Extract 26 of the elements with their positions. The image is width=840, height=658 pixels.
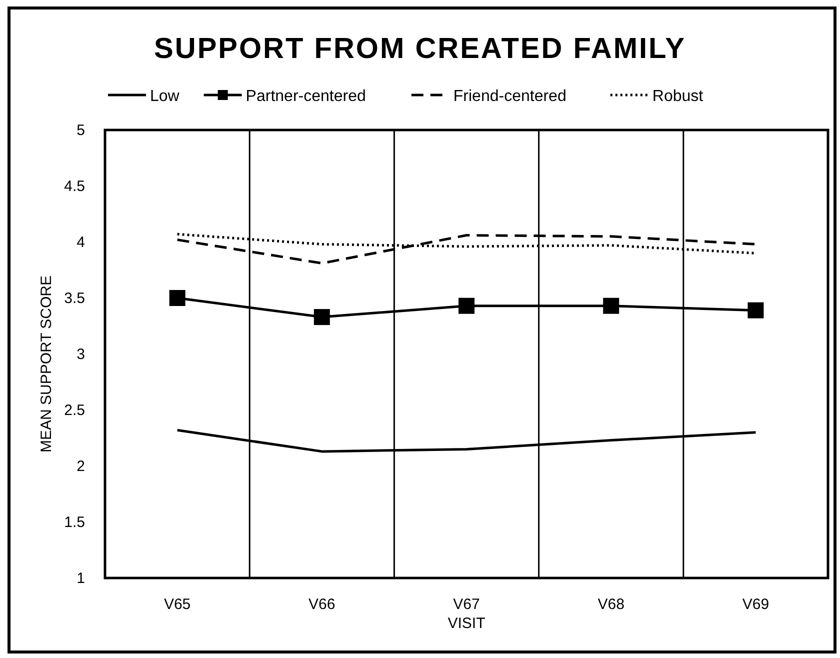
x-tick-label: V65	[164, 596, 191, 613]
chart-title: SUPPORT FROM CREATED FAMILY	[154, 33, 686, 65]
legend-label: Robust	[652, 88, 704, 105]
point	[169, 290, 186, 306]
y-tick-label: 1	[76, 570, 85, 587]
y-tick-label: 3	[76, 346, 85, 363]
point	[314, 309, 330, 326]
y-tick-label: 1.5	[64, 514, 85, 531]
x-tick-label: V68	[598, 596, 624, 613]
y-tick-label: 3.5	[64, 290, 85, 307]
y-axis-title: MEAN SUPPORT SCORE	[38, 276, 55, 452]
x-axis-title: VISIT	[448, 615, 486, 632]
y-tick-label: 4	[76, 234, 85, 251]
legend-label: Partner-centered	[246, 88, 366, 105]
x-tick-label: V69	[742, 596, 770, 613]
point	[748, 302, 764, 318]
point	[603, 298, 620, 314]
y-tick-label: 2.5	[64, 402, 85, 419]
legend-label: Friend-centered	[453, 88, 566, 105]
x-tick-label: V67	[453, 596, 480, 613]
y-tick-label: 2	[76, 458, 85, 475]
y-tick-label: 4.5	[64, 178, 85, 195]
x-tick-label: V66	[308, 596, 336, 613]
legend-label: Low	[150, 88, 180, 105]
y-tick-label: 5	[76, 122, 85, 139]
point	[458, 298, 474, 314]
